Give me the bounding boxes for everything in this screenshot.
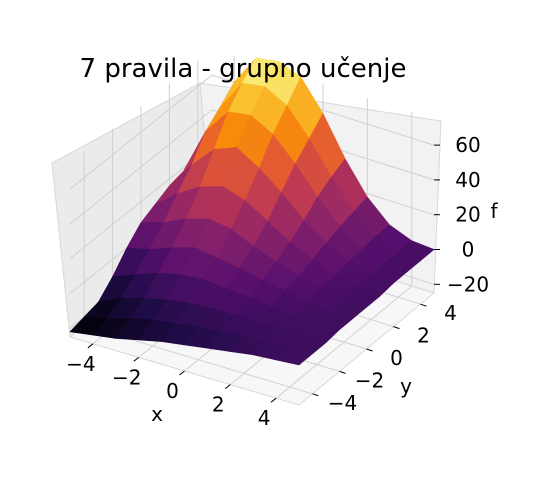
y-tick-mark — [366, 348, 373, 352]
x-tick-mark — [87, 343, 94, 349]
z-tick-label: 20 — [455, 203, 480, 227]
y-tick-mark — [393, 326, 400, 330]
z-tick-label: 40 — [455, 168, 480, 192]
surface — [69, 57, 435, 366]
gridline-z — [69, 109, 435, 225]
y-axis-label: y — [400, 374, 412, 398]
y-tick-mark — [339, 370, 346, 374]
x-tick-mark — [179, 370, 185, 376]
x-tick-label: −4 — [66, 352, 95, 376]
x-axis-label: x — [151, 402, 163, 426]
chart-title: 7 pravila - grupno učenje — [80, 54, 407, 84]
y-tick-label: 0 — [390, 346, 403, 370]
z-tick-label: 60 — [455, 133, 480, 157]
y-tick-mark — [312, 393, 319, 397]
z-tick-label: −20 — [447, 272, 489, 296]
y-tick-label: −4 — [328, 391, 357, 415]
y-tick-label: −2 — [355, 368, 384, 392]
gridline-x — [275, 112, 413, 399]
x-tick-mark — [270, 397, 277, 403]
x-tick-mark — [133, 357, 140, 362]
z-tick-label: 0 — [462, 238, 475, 262]
z-axis-label: f — [490, 199, 498, 223]
y-tick-mark — [420, 303, 427, 307]
x-tick-mark — [224, 384, 231, 389]
surface-patch — [275, 346, 314, 366]
x-tick-label: 2 — [212, 393, 225, 417]
y-tick-label: 4 — [444, 301, 457, 325]
gridline-z — [69, 74, 435, 190]
x-tick-label: 4 — [258, 406, 271, 430]
y-tick-label: 2 — [417, 324, 430, 348]
x-tick-label: −2 — [112, 365, 141, 389]
x-tick-label: 0 — [166, 379, 179, 403]
